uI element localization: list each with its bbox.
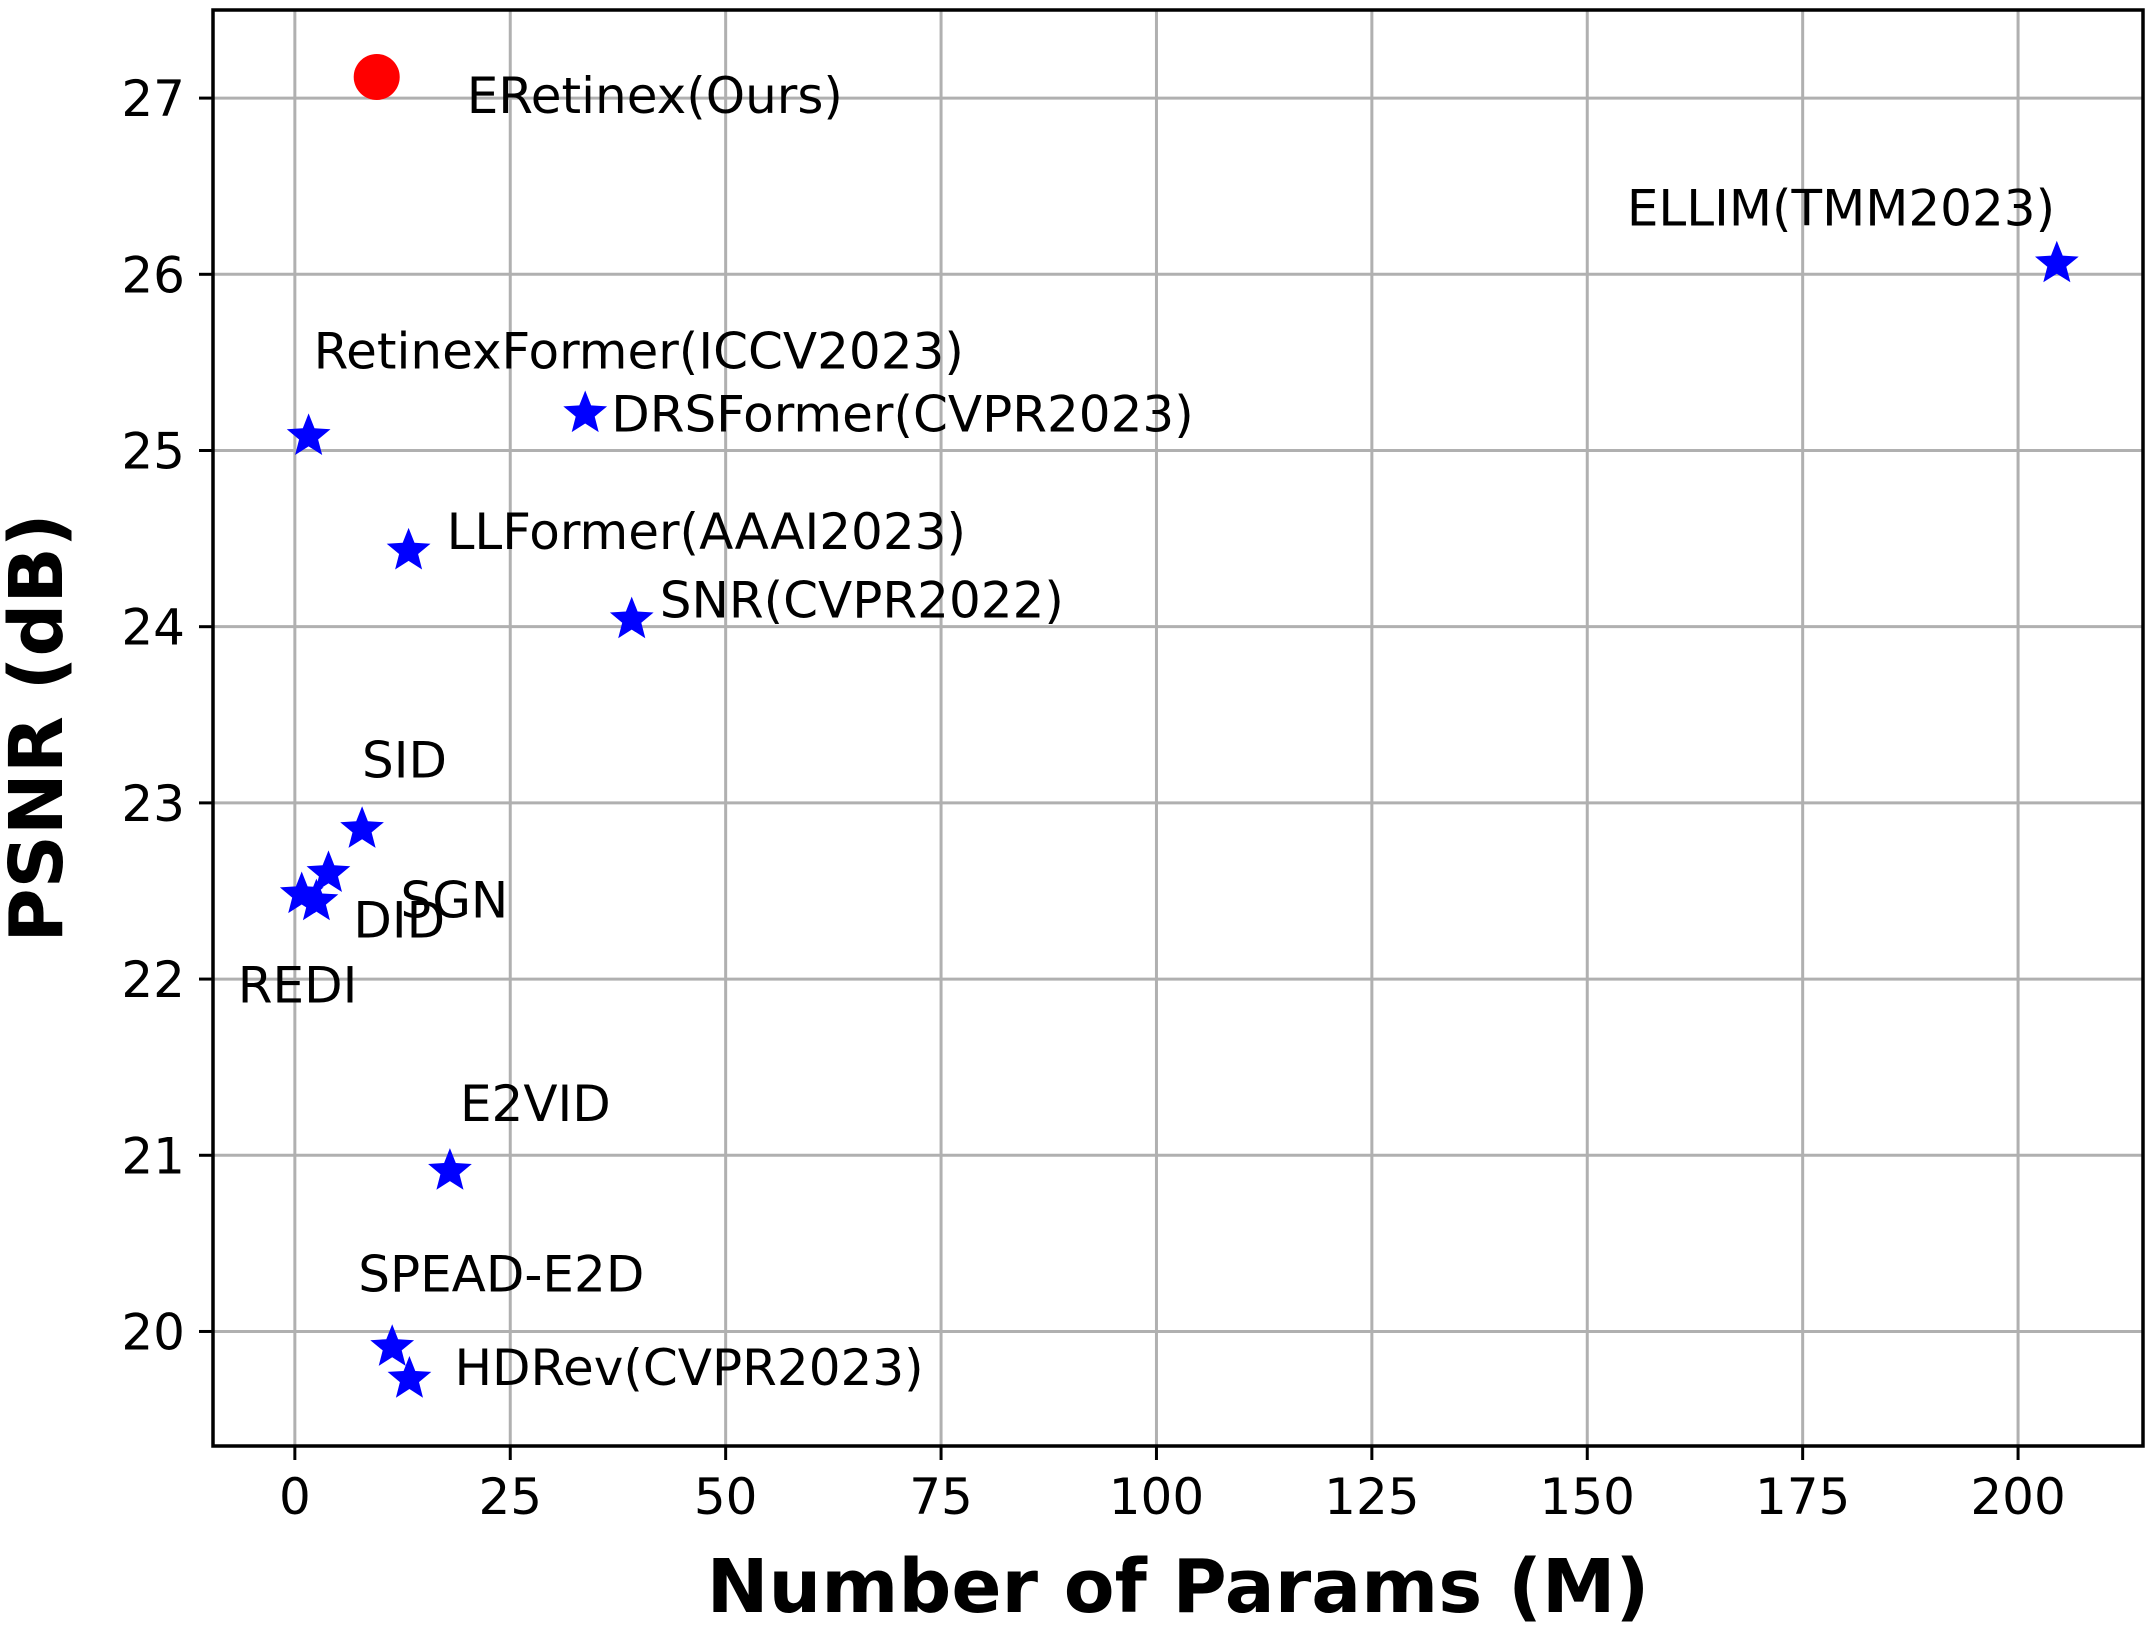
y-tick-label: 25 xyxy=(121,422,185,480)
point-label: DID xyxy=(353,892,445,950)
ticks-layer: 0 25 50 75 100 125 150 175 200 20 21 22 23 24 25 26 27 xyxy=(121,70,2065,1526)
method-star-marker xyxy=(563,390,608,433)
point-label: SPEAD-E2D xyxy=(358,1245,644,1303)
method-star-marker xyxy=(294,878,339,921)
plot-frame xyxy=(211,8,2145,1448)
method-star-marker xyxy=(387,1356,432,1398)
x-tick-label: 100 xyxy=(1109,1468,1204,1526)
point-label: DRSFormer(CVPR2023) xyxy=(611,385,1194,443)
y-tick-label: 21 xyxy=(121,1127,185,1185)
method-star-marker xyxy=(609,596,654,639)
point-label: SID xyxy=(362,731,447,789)
x-axis-title: Number of Params (M) xyxy=(707,1544,1650,1630)
point-label: SGN xyxy=(400,871,508,929)
y-tick-label: 26 xyxy=(121,246,185,304)
x-tick-label: 75 xyxy=(909,1468,973,1526)
method-star-marker xyxy=(340,806,384,848)
point-label: ELLIM(TMM2023) xyxy=(1627,180,2055,238)
method-star-marker xyxy=(386,527,431,570)
x-tick-label: 0 xyxy=(279,1468,311,1526)
x-tick-label: 125 xyxy=(1324,1468,1419,1526)
method-star-marker xyxy=(2035,240,2079,283)
method-star-marker xyxy=(279,871,324,914)
point-label: SNR(CVPR2022) xyxy=(660,572,1064,630)
point-label: E2VID xyxy=(460,1075,611,1133)
method-star-marker xyxy=(306,850,351,892)
point-labels-layer: ERetinex(Ours) ELLIM(TMM2023) RetinexForme… xyxy=(238,67,2055,1397)
method-star-marker xyxy=(428,1148,472,1190)
x-tick-label: 175 xyxy=(1755,1468,1850,1526)
point-label: LLFormer(AAAI2023) xyxy=(447,503,966,561)
x-tick-label: 50 xyxy=(694,1468,758,1526)
y-tick-label: 23 xyxy=(121,775,185,833)
method-star-marker xyxy=(286,413,331,455)
point-label: REDI xyxy=(238,957,358,1015)
points-layer xyxy=(279,53,2079,1398)
point-label: RetinexFormer(ICCV2023) xyxy=(314,322,964,380)
ours-point-marker xyxy=(353,53,400,100)
y-axis-title: PSNR (dB) xyxy=(0,513,80,942)
y-tick-label: 24 xyxy=(121,599,185,657)
method-star-marker xyxy=(370,1324,415,1366)
x-tick-label: 200 xyxy=(1970,1468,2065,1526)
y-tick-label: 27 xyxy=(121,70,185,128)
point-label: ERetinex(Ours) xyxy=(467,67,843,125)
point-label: HDRev(CVPR2023) xyxy=(454,1339,923,1397)
x-tick-label: 25 xyxy=(478,1468,542,1526)
x-tick-label: 150 xyxy=(1540,1468,1635,1526)
y-tick-label: 22 xyxy=(121,951,185,1009)
grid-layer xyxy=(213,10,2143,1446)
y-tick-label: 20 xyxy=(121,1303,185,1361)
